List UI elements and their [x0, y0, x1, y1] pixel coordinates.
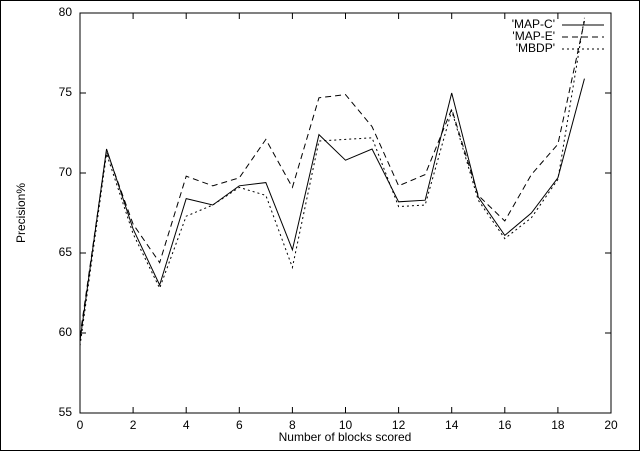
x-tick-label: 18	[551, 418, 565, 432]
y-tick-label: 80	[59, 5, 73, 19]
x-tick-label: 16	[498, 418, 512, 432]
x-tick-label: 20	[604, 418, 618, 432]
legend-label: 'MAP-C'	[512, 17, 555, 31]
x-axis-label: Number of blocks scored	[279, 430, 412, 444]
legend-label: 'MAP-E'	[512, 29, 555, 43]
series-line	[79, 17, 585, 346]
x-tick-label: 2	[130, 418, 137, 432]
y-tick-label: 70	[59, 165, 73, 179]
legend-label: 'MBDP'	[516, 41, 555, 55]
x-tick-label: 10	[339, 418, 353, 432]
x-tick-label: 6	[236, 418, 243, 432]
series-line	[79, 78, 585, 342]
x-tick-label: 12	[392, 418, 406, 432]
y-tick-label: 65	[59, 245, 73, 259]
y-tick-label: 55	[59, 405, 73, 419]
x-tick-label: 8	[289, 418, 296, 432]
x-tick-label: 0	[77, 418, 84, 432]
x-tick-label: 4	[183, 418, 190, 432]
y-tick-label: 75	[59, 85, 73, 99]
x-tick-label: 14	[445, 418, 459, 432]
y-tick-label: 60	[59, 325, 73, 339]
y-axis-label: Precision%	[14, 183, 28, 243]
